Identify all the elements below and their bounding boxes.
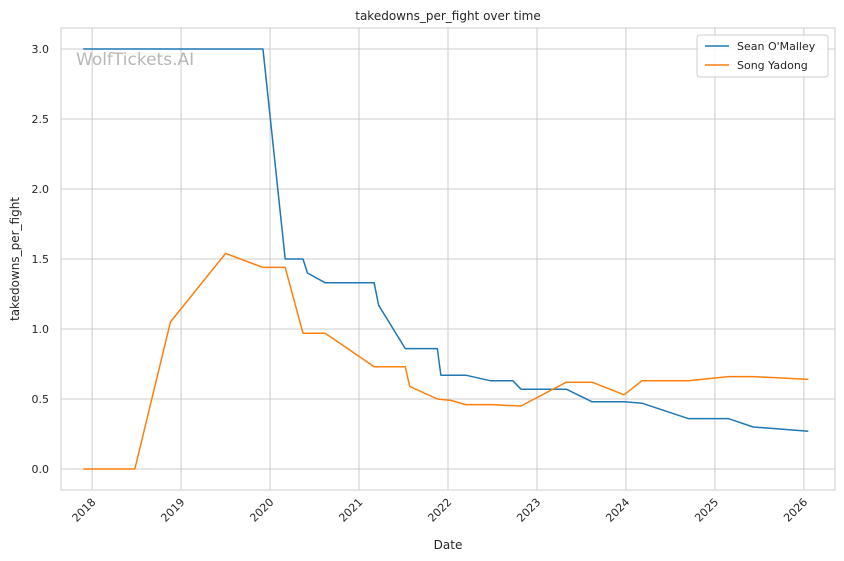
plot-frame <box>60 27 836 491</box>
x-tick-label: 2025 <box>692 496 721 525</box>
y-tick-label: 0.5 <box>32 393 50 406</box>
x-tick-label: 2024 <box>603 496 632 525</box>
legend: Sean O'Malley Song Yadong <box>696 34 829 78</box>
chart-title: takedowns_per_fight over time <box>355 9 541 23</box>
series-lines <box>83 48 809 470</box>
x-tick-label: 2020 <box>247 496 276 525</box>
series-line-song-yadong <box>83 252 809 470</box>
x-tick-label: 2022 <box>425 496 454 525</box>
y-tick-label: 2.0 <box>32 183 50 196</box>
x-axis-label: Date <box>434 538 463 552</box>
watermark-text: WolfTickets.AI <box>76 50 194 70</box>
y-axis-label: takedowns_per_fight <box>8 197 22 321</box>
x-tick-label: 2019 <box>158 496 187 525</box>
legend-label-song-yadong: Song Yadong <box>737 59 808 72</box>
grid <box>61 28 835 490</box>
y-tick-label: 1.0 <box>32 323 50 336</box>
y-tick-label: 0.0 <box>32 463 50 476</box>
legend-label-sean-omalley: Sean O'Malley <box>737 40 816 53</box>
x-tick-label: 2026 <box>781 496 810 525</box>
legend-box <box>696 34 829 78</box>
series-line-sean-omalley <box>83 48 809 432</box>
y-tick-label: 3.0 <box>32 43 50 56</box>
x-tick-labels: 2018 2019 2020 2021 2022 2023 2024 2025 2026 <box>70 496 811 525</box>
x-tick-label: 2018 <box>70 496 99 525</box>
y-tick-label: 2.5 <box>32 113 50 126</box>
x-tick-label: 2021 <box>336 496 365 525</box>
y-tick-labels: 0.0 0.5 1.0 1.5 2.0 2.5 3.0 <box>32 43 50 476</box>
x-tick-label: 2023 <box>514 496 543 525</box>
y-tick-label: 1.5 <box>32 253 50 266</box>
